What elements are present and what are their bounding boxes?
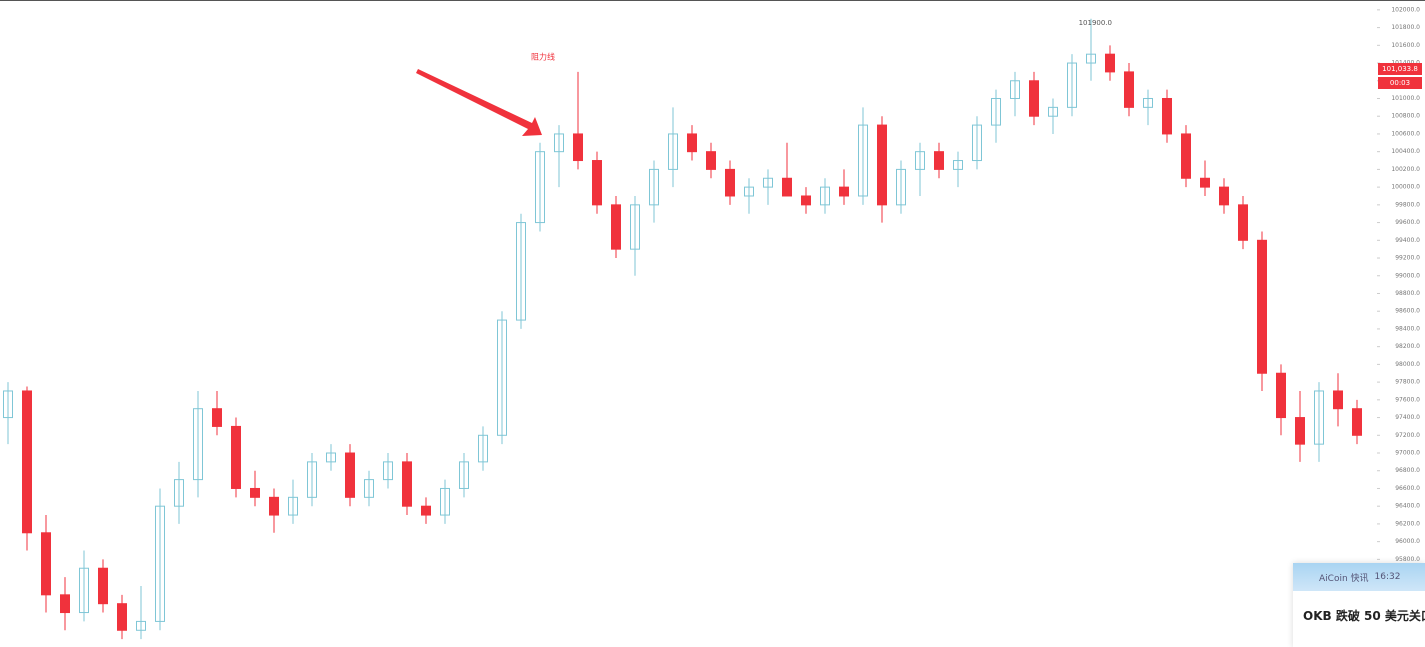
arrow — [416, 69, 542, 136]
y-tick-label: 100800.0 — [1391, 113, 1420, 120]
y-tick-label: 102000.0 — [1391, 6, 1420, 13]
y-tick-label: 101800.0 — [1391, 24, 1420, 31]
y-tick-label: 101600.0 — [1391, 42, 1420, 49]
y-tick-label: 99800.0 — [1395, 201, 1420, 208]
y-tick-label: 98600.0 — [1395, 308, 1420, 315]
y-tick-label: 98200.0 — [1395, 343, 1420, 350]
y-tick-label: 98800.0 — [1395, 290, 1420, 297]
y-tick-label: 95800.0 — [1395, 556, 1420, 563]
y-tick-label: 99600.0 — [1395, 219, 1420, 226]
y-tick-label: 100200.0 — [1391, 166, 1420, 173]
y-tick-label: 96400.0 — [1395, 503, 1420, 510]
y-tick-label: 97200.0 — [1395, 432, 1420, 439]
y-tick-label: 96200.0 — [1395, 520, 1420, 527]
high-label: 101900.0 — [1079, 19, 1112, 27]
y-tick-label: 99400.0 — [1395, 237, 1420, 244]
y-tick-label: 96800.0 — [1395, 467, 1420, 474]
notification-time: 16:32 — [1374, 572, 1401, 582]
y-tick-label: 96000.0 — [1395, 538, 1420, 545]
y-tick-label: 97600.0 — [1395, 396, 1420, 403]
y-tick-label: 99000.0 — [1395, 272, 1420, 279]
y-tick-label: 97000.0 — [1395, 450, 1420, 457]
notification-bar: AiCoin 快讯 16:32 — [1293, 563, 1425, 591]
notification-headline: OKB 跌破 50 美元关口 — [1303, 609, 1425, 623]
annotation: 阻力线 — [531, 52, 555, 62]
countdown-bg — [1378, 77, 1422, 89]
y-tick-label: 96600.0 — [1395, 485, 1420, 492]
y-tick-label: 99200.0 — [1395, 255, 1420, 262]
notification[interactable]: AiCoin 快讯 16:32 OKB 跌破 50 美元关口 — [1293, 563, 1425, 647]
y-tick-label: 98000.0 — [1395, 361, 1420, 368]
y-tick-label: 97800.0 — [1395, 379, 1420, 386]
notification-source: AiCoin 快讯 — [1319, 573, 1369, 584]
y-tick-label: 97400.0 — [1395, 414, 1420, 421]
y-tick-label: 100600.0 — [1391, 130, 1420, 137]
y-tick-label: 98400.0 — [1395, 325, 1420, 332]
price-tag: 101,033.8 — [1382, 65, 1418, 73]
y-tick-label: 100400.0 — [1391, 148, 1420, 155]
price-tag-bg — [1378, 63, 1422, 75]
y-tick-label: 100000.0 — [1391, 184, 1420, 191]
countdown: 00:03 — [1390, 79, 1410, 87]
y-tick-label: 101000.0 — [1391, 95, 1420, 102]
